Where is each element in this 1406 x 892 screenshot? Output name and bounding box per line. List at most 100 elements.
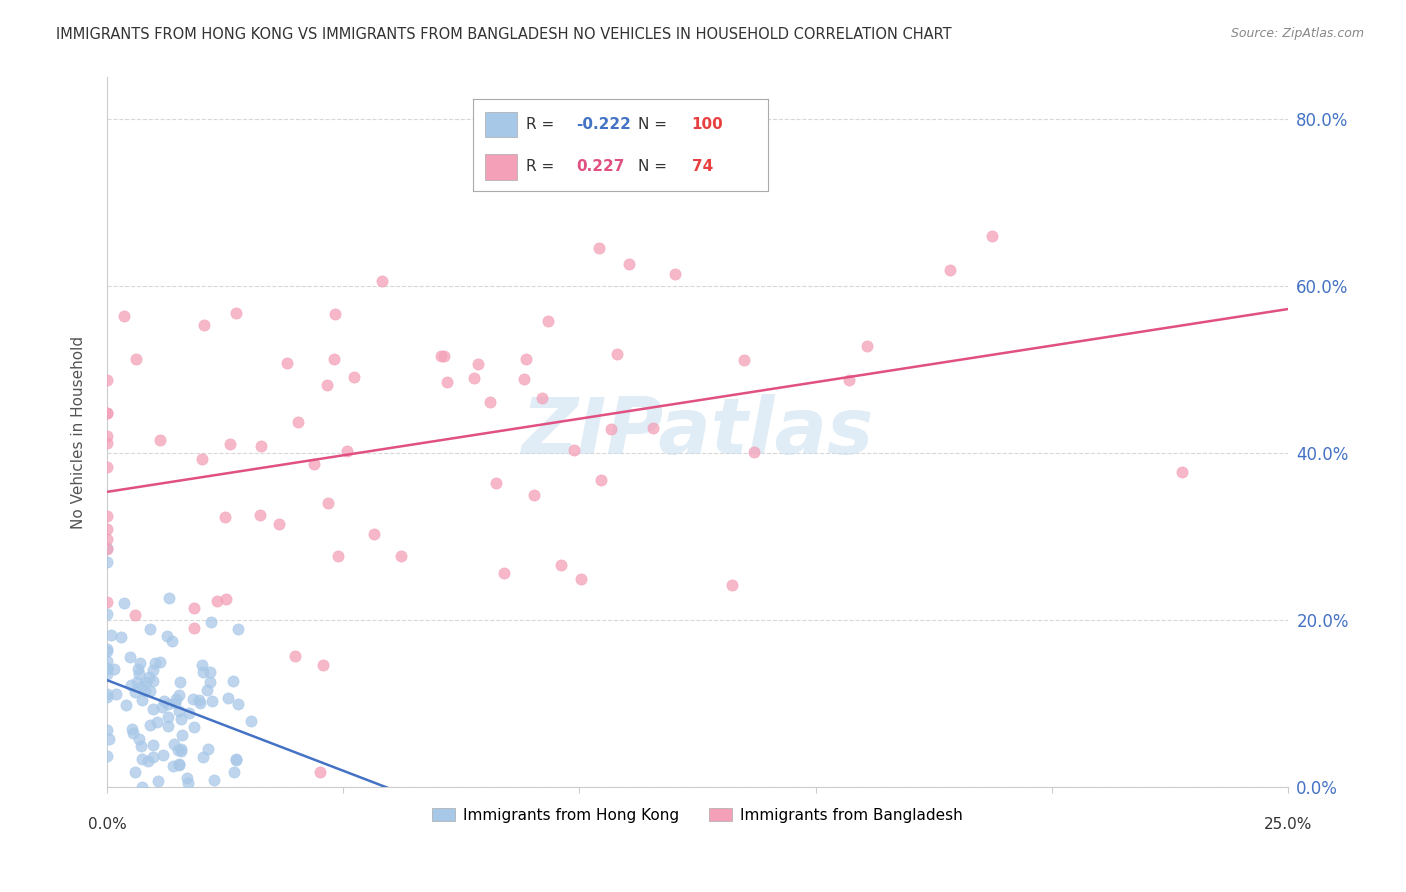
Point <box>228 622 250 636</box>
Point <box>222 674 245 689</box>
Point <box>96 595 118 609</box>
Point <box>188 697 211 711</box>
Point <box>170 728 193 742</box>
Point <box>183 621 205 635</box>
Point <box>323 307 346 321</box>
Point <box>643 421 665 435</box>
Point <box>205 593 228 607</box>
Point <box>96 541 118 556</box>
Point <box>96 436 118 450</box>
Point <box>160 634 183 648</box>
Point <box>201 693 224 707</box>
Point <box>142 701 165 715</box>
Point <box>162 758 184 772</box>
Point <box>225 752 247 766</box>
Point <box>318 495 340 509</box>
Y-axis label: No Vehicles in Household: No Vehicles in Household <box>72 335 86 529</box>
Point <box>122 726 145 740</box>
Point <box>619 257 641 271</box>
Point <box>136 754 159 768</box>
Point <box>142 739 165 753</box>
Point <box>363 526 385 541</box>
Point <box>96 406 118 420</box>
Point <box>177 776 200 790</box>
Point <box>96 690 118 705</box>
Point <box>389 549 412 563</box>
Point <box>96 522 118 536</box>
Point <box>120 678 142 692</box>
Point <box>112 309 135 323</box>
Point <box>240 714 263 728</box>
Point <box>153 693 176 707</box>
Point <box>267 516 290 531</box>
Point <box>1171 466 1194 480</box>
Point <box>96 459 118 474</box>
Point <box>96 373 118 387</box>
Point <box>287 415 309 429</box>
Point <box>485 476 508 491</box>
Point <box>855 338 877 352</box>
Point <box>225 306 247 320</box>
Point <box>721 578 744 592</box>
Point <box>432 349 454 363</box>
Point <box>157 591 180 605</box>
Point <box>150 699 173 714</box>
Point <box>550 558 572 573</box>
Point <box>564 443 586 458</box>
Point <box>148 433 170 447</box>
Point <box>183 720 205 734</box>
Point <box>569 572 592 586</box>
Point <box>512 372 534 386</box>
Point <box>96 429 118 443</box>
Point <box>128 667 150 681</box>
Point <box>135 675 157 690</box>
Point <box>114 698 136 713</box>
Point <box>606 347 628 361</box>
Point <box>104 687 127 701</box>
Point <box>157 710 180 724</box>
Point <box>200 615 222 629</box>
Point <box>170 712 193 726</box>
Point <box>226 697 249 711</box>
Point <box>187 693 209 707</box>
Point <box>100 627 122 641</box>
Point <box>138 670 160 684</box>
Point <box>249 508 271 522</box>
Point <box>326 549 349 563</box>
Point <box>371 274 394 288</box>
Point <box>284 648 307 663</box>
Point <box>191 665 214 680</box>
Point <box>96 723 118 738</box>
Point <box>167 756 190 771</box>
Point <box>492 566 515 581</box>
Text: ZIPatlas: ZIPatlas <box>522 394 873 470</box>
Point <box>276 356 298 370</box>
Point <box>170 744 193 758</box>
Point <box>152 748 174 763</box>
Point <box>124 685 146 699</box>
Point <box>110 631 132 645</box>
Point <box>169 742 191 756</box>
Point <box>138 684 160 698</box>
Text: 0.0%: 0.0% <box>87 817 127 832</box>
Point <box>96 654 118 668</box>
Point <box>156 697 179 711</box>
Point <box>336 443 359 458</box>
Point <box>193 318 215 332</box>
Point <box>537 314 560 328</box>
Point <box>343 370 366 384</box>
Point <box>96 641 118 656</box>
Point <box>315 378 337 392</box>
Point <box>478 395 501 409</box>
Point <box>139 717 162 731</box>
Point <box>169 674 191 689</box>
Point <box>838 374 860 388</box>
Point <box>138 622 160 636</box>
Point <box>191 750 214 764</box>
Point <box>96 687 118 701</box>
Point <box>96 644 118 658</box>
Point <box>103 661 125 675</box>
Point <box>302 457 325 471</box>
Point <box>157 719 180 733</box>
Point <box>131 780 153 794</box>
